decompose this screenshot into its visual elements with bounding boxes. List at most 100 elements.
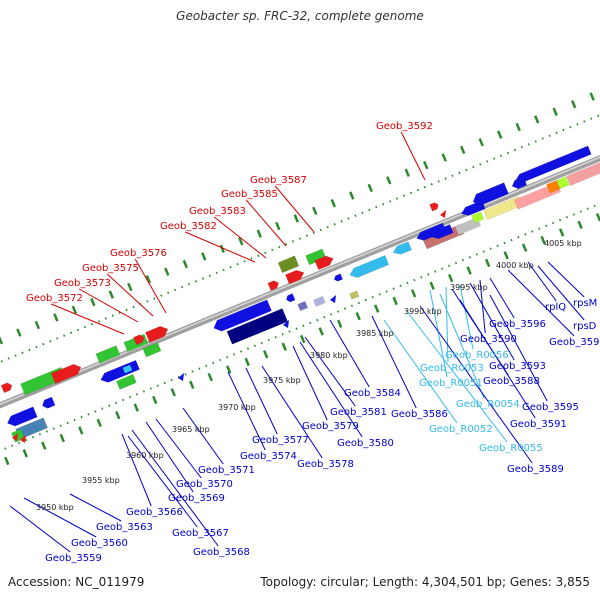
gene-feature [472,182,509,206]
gene-label: Geob_3582 [160,221,217,232]
label-leader-line [445,286,449,363]
label-leader-line [131,429,219,547]
gene-arrowhead [20,435,26,443]
tick-mark [244,357,250,367]
tick-marks [0,92,600,466]
label-leader-line [469,282,515,361]
tick-mark [152,395,158,405]
gene-feature [50,364,82,384]
label-leader-line [439,293,485,399]
gene-label: Geob_3585 [221,189,278,200]
gene-label: Geob_3560 [71,538,128,549]
kbp-tick-label: 3995 kbp [450,283,488,292]
gene-features [0,145,600,443]
kbp-tick-labels: 3950 kbp 3955 kbp 3960 kbp 3965 kbp 3970 kbp… [36,239,582,512]
tick-mark [108,290,115,299]
gene-feature [122,364,133,374]
gene-feature [145,326,169,343]
gene-label: Geob_3563 [96,522,153,533]
gene-feature [142,342,162,358]
genome-backbone [0,154,600,409]
gene-label: Geob_3586 [391,409,448,420]
backbone-highlight [0,156,600,406]
gene-label: Geob_3573 [54,278,111,289]
kbp-tick-label: 3985 kbp [356,329,394,338]
tick-mark [133,403,139,412]
label-leader-line [145,421,194,493]
gene-feature [213,299,272,332]
label-leader-line [507,269,575,337]
tick-mark [318,327,324,336]
tick-mark [238,237,244,246]
label-leader-line [69,493,122,522]
label-leader-line [400,131,426,181]
tick-mark [466,266,472,275]
gene-label: Geob_3577 [252,435,309,446]
tick-mark [330,199,336,208]
gene-arrowhead [440,210,446,218]
kbp-tick-label: 3950 kbp [36,503,74,512]
label-leader-line [134,258,167,314]
kbp-tick-label: 3965 kbp [172,425,210,434]
kbp-tick-label: 3975 kbp [263,376,301,385]
dotted-rings [0,113,600,452]
label-leader-lines [9,131,585,553]
label-leader-line [274,185,315,233]
kbp-tick-label: 3970 kbp [218,403,256,412]
kbp-tick-label: 4005 kbp [544,239,582,248]
label-leader-line [479,279,486,334]
gene-label: Geob_3591 [510,419,567,430]
tick-mark [336,319,343,328]
tick-mark [0,336,4,345]
tick-mark [300,334,306,344]
gene-label: Geob_3569 [168,493,225,504]
tick-mark [78,426,84,435]
gene-label: Geob_3571 [198,465,255,476]
gene-label: Geob_3592 [376,121,433,132]
tick-mark [521,243,528,252]
gene-arrowhead [330,295,336,303]
gene-feature [95,345,121,364]
tick-mark [503,251,509,260]
label-leader-line [78,288,139,323]
tick-mark [386,176,392,185]
tick-mark [127,282,133,292]
gene-label: rpsM [573,298,597,309]
tick-mark [497,130,503,139]
backbone-line [0,154,600,409]
tick-mark [53,313,59,322]
tick-mark [447,273,454,283]
label-leader-line [527,261,557,302]
gene-label: Geob_R0054 [456,399,520,410]
gene-feature [277,255,300,274]
label-leader-line [213,216,267,259]
gene-labels: Geob_3592 Geob_3587 Geob_3585 Geob_3583 Geob… [26,121,600,564]
kbp-tick-label: 4000 kbp [496,261,534,270]
tick-mark [577,220,583,230]
gene-label: Geob_3566 [126,507,183,518]
gene-label: Geob_3584 [344,388,401,399]
gene-label: Geob_3568 [193,547,250,558]
tick-mark [355,312,361,321]
tick-mark [145,275,152,284]
tick-mark [281,342,287,351]
dotted-ring [0,113,600,364]
label-leader-line [489,294,548,402]
gene-label: Geob_R0055 [479,443,543,454]
kbp-tick-label: 3955 kbp [82,476,120,485]
label-leader-line [23,497,97,538]
gene-label: Geob_3572 [26,293,83,304]
gene-label: Geob_3595 [522,402,579,413]
tick-mark [71,305,78,314]
tick-mark [478,138,484,147]
page-title: Geobacter sp. FRC-32, complete genome [176,9,424,23]
label-leader-line [429,289,448,378]
gene-feature [471,211,485,224]
label-leader-line [227,371,266,451]
gene-feature [416,222,447,241]
tick-mark [392,296,398,306]
gene-label: Geob_R0051 [419,378,483,389]
gene-feature [349,290,360,300]
label-leader-line [371,315,417,409]
gene-feature [566,162,600,186]
